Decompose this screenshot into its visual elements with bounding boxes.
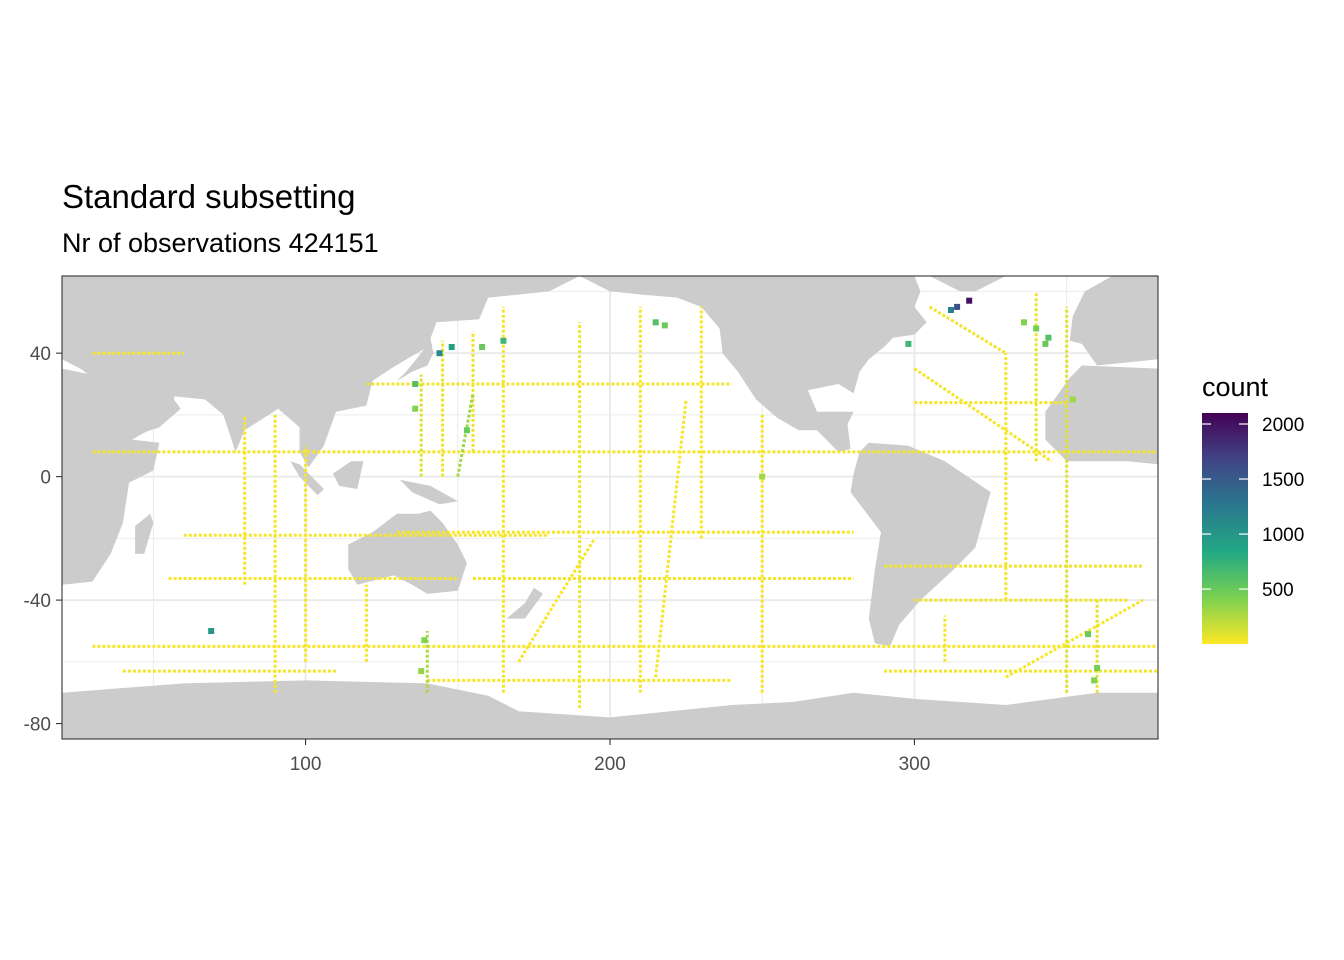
hotspot-cell: [412, 381, 419, 387]
land-sumatra: [290, 461, 324, 496]
hotspot-cell: [661, 322, 668, 329]
observation-track: [517, 537, 597, 663]
observation-hotspots: [208, 297, 1101, 684]
hotspot-cell: [1045, 334, 1052, 341]
observation-track: [913, 367, 1053, 463]
hotspot-cell: [448, 344, 455, 350]
land-new-guinea: [399, 479, 458, 505]
x-tick-label: 300: [899, 754, 931, 775]
land-africa: [62, 368, 160, 585]
hotspot-cell: [1091, 677, 1098, 684]
hotspot-cell: [479, 344, 486, 350]
observation-track: [1005, 598, 1144, 679]
y-tick-label: 40: [30, 344, 51, 365]
hotspot-cell: [436, 350, 443, 357]
land-japan: [396, 337, 434, 381]
land-eurasia: [62, 276, 580, 468]
legend-label: 1000: [1262, 525, 1304, 546]
legend: count 2000 1500 1000 500: [1202, 372, 1304, 644]
land-south-america: [850, 442, 991, 647]
y-tick-label: 0: [40, 468, 51, 489]
y-axis: -80 -40 0 40: [24, 344, 62, 736]
land-antarctica: [62, 680, 1158, 739]
legend-colorbar: [1202, 413, 1248, 644]
y-tick-label: -40: [24, 591, 51, 612]
hotspot-cell: [1021, 319, 1027, 326]
land-greenland: [929, 276, 1006, 292]
hotspot-cell: [966, 297, 973, 304]
land-europe-east: [1069, 276, 1158, 366]
chart-title: Standard subsetting: [62, 178, 356, 215]
legend-ticks: 2000 1500 1000 500: [1202, 415, 1304, 601]
hotspot-cell: [954, 303, 961, 310]
hotspot-cell: [418, 668, 425, 675]
legend-label: 1500: [1262, 470, 1304, 491]
land-north-america: [579, 276, 927, 452]
hotspot-cell: [412, 405, 419, 412]
hotspot-cell: [759, 473, 766, 480]
observation-tracks: [92, 291, 1158, 709]
hotspot-cell: [1094, 665, 1101, 671]
hotspot-cell: [421, 637, 428, 644]
hotspot-cell: [1085, 631, 1091, 638]
x-tick-label: 200: [594, 754, 626, 775]
x-tick-label: 100: [290, 754, 322, 775]
hotspot-cell: [948, 307, 954, 313]
hotspot-cell: [1042, 340, 1049, 347]
hotspot-cell: [208, 628, 215, 634]
legend-label: 2000: [1262, 415, 1304, 436]
legend-title: count: [1202, 372, 1269, 402]
hotspot-cell: [463, 427, 470, 434]
y-tick-label: -80: [24, 715, 51, 736]
hotspot-cell: [905, 340, 912, 347]
observation-track: [654, 399, 688, 678]
land-new-zealand: [506, 587, 543, 619]
land-masses: [62, 276, 1158, 739]
hotspot-cell: [1033, 325, 1040, 332]
land-madagascar: [135, 513, 154, 554]
observation-track: [456, 393, 475, 477]
legend-label: 500: [1262, 580, 1294, 601]
land-arabia: [104, 380, 181, 437]
hotspot-cell: [1069, 396, 1076, 403]
x-axis: 100 200 300: [290, 739, 931, 775]
land-borneo: [333, 461, 364, 489]
hotspot-cell: [652, 319, 659, 326]
hotspot-cell: [500, 337, 507, 344]
chart-subtitle: Nr of observations 424151: [62, 228, 379, 258]
land-west-africa: [1045, 365, 1158, 465]
